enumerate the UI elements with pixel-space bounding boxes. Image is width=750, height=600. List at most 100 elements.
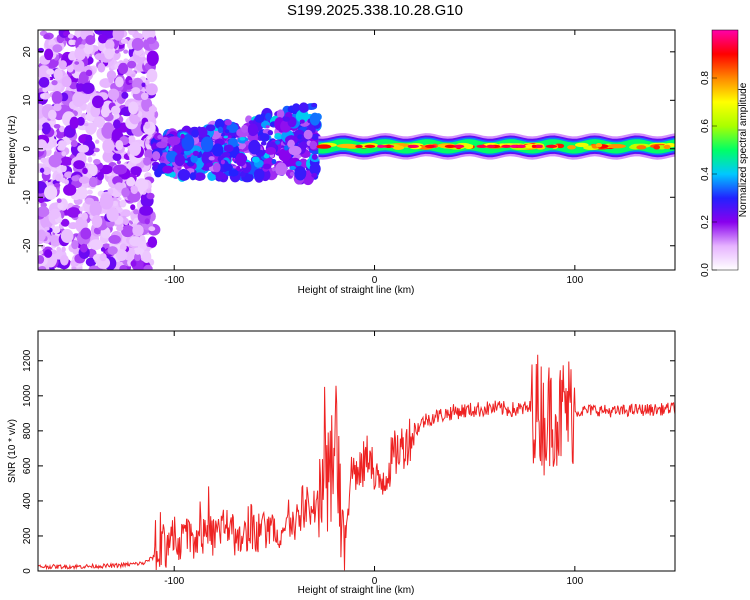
noise-blob xyxy=(53,103,62,112)
noise-blob xyxy=(54,183,61,188)
scatter-blob xyxy=(283,145,289,151)
scatter-blob xyxy=(154,168,163,178)
scatter-blob xyxy=(251,156,260,163)
scatter-blob xyxy=(192,150,200,157)
noise-blob xyxy=(60,219,70,227)
noise-blob xyxy=(93,147,100,153)
noise-blob xyxy=(123,49,129,54)
noise-blob xyxy=(74,46,87,61)
noise-blob xyxy=(107,246,118,255)
scatter-blob xyxy=(223,144,234,153)
noise-blob xyxy=(134,178,149,192)
noise-blob xyxy=(61,151,67,157)
noise-blob xyxy=(40,157,47,163)
noise-blob xyxy=(68,52,76,61)
snr-y-tick-label: 600 xyxy=(22,457,33,474)
noise-blob xyxy=(85,35,96,45)
noise-blob xyxy=(91,95,104,109)
noise-blob xyxy=(132,224,144,237)
spectrogram-y-tick-label: 20 xyxy=(22,46,33,58)
noise-blob xyxy=(115,140,124,151)
scatter-blob xyxy=(295,109,309,123)
snr-series-line xyxy=(38,354,675,571)
noise-blob xyxy=(102,150,116,163)
band-core xyxy=(595,143,603,148)
band-core xyxy=(567,145,576,150)
noise-blob xyxy=(146,68,158,83)
snr-x-axis-label: Height of straight line (km) xyxy=(298,585,415,596)
noise-blob xyxy=(131,256,144,270)
band-core xyxy=(336,143,359,149)
noise-blob xyxy=(85,69,93,77)
noise-blob xyxy=(141,82,146,88)
band-peak xyxy=(531,144,537,148)
noise-blob xyxy=(48,154,62,168)
noise-blob xyxy=(88,176,98,188)
noise-blob xyxy=(107,88,120,101)
scatter-blob xyxy=(299,119,305,124)
noise-blob xyxy=(145,83,158,96)
noise-blob xyxy=(61,246,66,253)
noise-blob xyxy=(83,42,94,55)
noise-blob xyxy=(58,60,67,69)
scatter-blob xyxy=(248,139,261,155)
noise-blob xyxy=(38,265,47,270)
noise-blob xyxy=(60,254,69,266)
snr-marks xyxy=(38,354,675,571)
scatter-blob xyxy=(223,163,233,171)
noise-blob xyxy=(81,212,88,221)
scatter-blob xyxy=(260,141,267,146)
noise-blob xyxy=(74,61,80,65)
snr-y-tick-label: 0 xyxy=(22,568,33,574)
noise-blob xyxy=(56,246,61,253)
noise-blob xyxy=(130,204,136,211)
spectrogram-y-ticks: -20 -10 0 10 20 xyxy=(22,46,675,253)
noise-blob xyxy=(127,189,141,203)
noise-blob xyxy=(44,185,58,200)
noise-blob xyxy=(43,34,51,40)
noise-blob xyxy=(116,160,121,165)
noise-blob xyxy=(114,182,124,191)
scatter-blob xyxy=(200,136,214,153)
noise-blob xyxy=(137,111,143,118)
snr-y-tick-label: 1000 xyxy=(22,384,33,407)
noise-blob xyxy=(66,207,81,218)
scatter-blob xyxy=(221,151,231,158)
snr-y-ticks: 0 200 400 600 800 1000 1200 xyxy=(22,349,675,574)
noise-blob xyxy=(85,134,93,143)
scatter-blob xyxy=(311,133,320,140)
noise-blob xyxy=(97,62,106,73)
scatter-blob xyxy=(211,143,224,157)
scatter-blob xyxy=(303,129,313,140)
scatter-blob xyxy=(201,150,214,165)
scatter-blob xyxy=(220,132,226,137)
noise-blob xyxy=(144,149,154,160)
scatter-blob xyxy=(247,123,259,137)
spectrogram-x-tick-label: 100 xyxy=(566,275,583,286)
noise-blob xyxy=(120,209,131,218)
scatter-blob xyxy=(265,125,270,129)
scatter-blob xyxy=(287,139,295,148)
noise-blob xyxy=(81,82,95,94)
noise-blob xyxy=(104,48,114,60)
noise-blob xyxy=(64,179,69,185)
scatter-blob xyxy=(152,151,161,161)
scatter-blob xyxy=(299,141,309,149)
noise-blob xyxy=(119,264,128,270)
noise-blob xyxy=(80,227,92,240)
spectrogram-y-tick-label: -10 xyxy=(22,190,33,205)
spectrogram-y-axis-label: Frequency (Hz) xyxy=(7,116,18,185)
scatter-blob xyxy=(206,162,213,167)
noise-blob xyxy=(68,222,79,230)
noise-blob xyxy=(115,76,124,88)
noise-blob xyxy=(93,158,101,165)
band-core xyxy=(636,145,647,150)
noise-blob xyxy=(39,250,44,255)
noise-blob xyxy=(119,243,127,251)
noise-blob xyxy=(146,37,156,45)
noise-blob xyxy=(130,166,142,176)
noise-blob xyxy=(69,116,79,129)
noise-blob xyxy=(99,193,114,210)
scatter-blob xyxy=(156,141,168,149)
band-peak xyxy=(515,144,526,148)
